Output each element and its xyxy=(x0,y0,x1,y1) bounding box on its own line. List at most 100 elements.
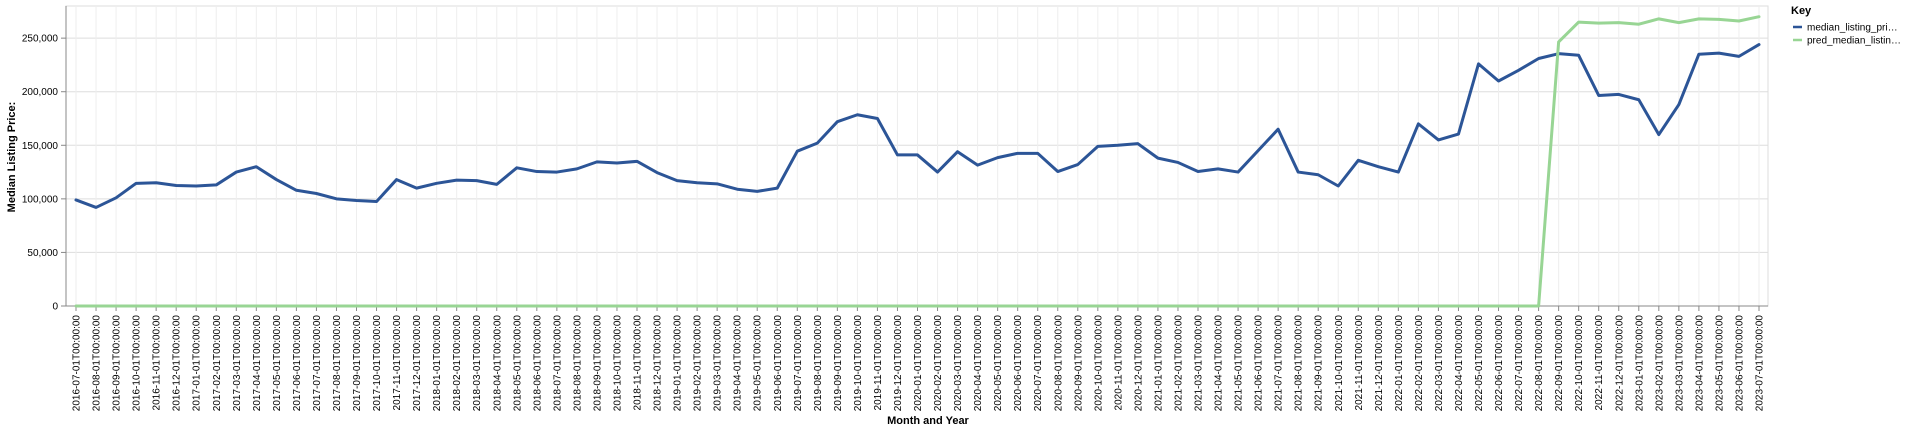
x-tick-label: 2019-03-01T00:00:00 xyxy=(713,315,724,412)
gridlines xyxy=(65,5,1769,307)
x-tick-label: 2018-08-01T00:00:00 xyxy=(572,315,583,412)
y-tick-labels: 0 50,000 100,000 150,000 200,000 250,000 xyxy=(22,34,59,313)
x-tick-label: 2022-06-01T00:00:00 xyxy=(1494,315,1505,412)
series-lines xyxy=(74,15,1761,308)
x-tick-label: 2022-05-01T00:00:00 xyxy=(1474,315,1485,412)
x-tick-label: 2016-11-01T00:00:00 xyxy=(152,315,163,411)
x-tick-label: 2016-07-01T00:00:00 xyxy=(72,315,83,412)
x-tick-label: 2020-06-01T00:00:00 xyxy=(1013,315,1024,412)
x-tick-label: 2020-09-01T00:00:00 xyxy=(1073,315,1084,412)
x-tick-label: 2022-11-01T00:00:00 xyxy=(1594,315,1605,411)
x-tick-label: 2018-10-01T00:00:00 xyxy=(612,315,623,412)
x-tick-label: 2018-12-01T00:00:00 xyxy=(653,315,664,412)
x-tick-label: 2020-11-01T00:00:00 xyxy=(1113,315,1124,411)
x-tick-label: 2021-02-01T00:00:00 xyxy=(1173,315,1184,412)
x-tick-label: 2017-06-01T00:00:00 xyxy=(292,315,303,412)
x-tick-label: 2018-05-01T00:00:00 xyxy=(512,315,523,412)
x-tick-label: 2017-09-01T00:00:00 xyxy=(352,315,363,412)
legend-title: Key xyxy=(1791,5,1812,17)
y-tick-label: 0 xyxy=(52,302,58,313)
x-tick-label: 2022-08-01T00:00:00 xyxy=(1534,315,1545,412)
x-tick-labels: 2016-07-01T00:00:00 2016-08-01T00:00:00 20… xyxy=(72,315,1766,412)
y-tick-label: 200,000 xyxy=(22,87,59,98)
x-tick-label: 2021-01-01T00:00:00 xyxy=(1153,315,1164,412)
x-tick-label: 2016-10-01T00:00:00 xyxy=(132,315,143,412)
x-tick-label: 2022-07-01T00:00:00 xyxy=(1514,315,1525,412)
x-tick-label: 2023-06-01T00:00:00 xyxy=(1734,315,1745,412)
legend-items: median_listing_pri… pred_median_listin… xyxy=(1793,23,1901,47)
x-tick-label: 2021-04-01T00:00:00 xyxy=(1214,315,1225,412)
y-tick-label: 50,000 xyxy=(27,248,58,259)
x-tick-label: 2021-07-01T00:00:00 xyxy=(1274,315,1285,412)
legend-label-1: median_listing_pri… xyxy=(1807,23,1898,34)
x-tick-label: 2019-06-01T00:00:00 xyxy=(773,315,784,412)
x-tick-label: 2022-09-01T00:00:00 xyxy=(1554,315,1565,412)
x-tick-label: 2021-10-01T00:00:00 xyxy=(1334,315,1345,412)
series-line-2 xyxy=(74,15,1761,308)
x-tick-label: 2021-09-01T00:00:00 xyxy=(1314,315,1325,412)
legend-label-2: pred_median_listin… xyxy=(1807,36,1901,47)
x-tick-label: 2020-08-01T00:00:00 xyxy=(1053,315,1064,412)
y-tick-label: 250,000 xyxy=(22,34,59,45)
legend: Key median_listing_pri… pred_median_listi… xyxy=(1791,5,1901,47)
x-tick-label: 2018-11-01T00:00:00 xyxy=(633,315,644,411)
x-tick-label: 2017-04-01T00:00:00 xyxy=(252,315,263,412)
x-tick-label: 2017-05-01T00:00:00 xyxy=(272,315,283,412)
x-tick-label: 2019-09-01T00:00:00 xyxy=(833,315,844,412)
x-tick-label: 2018-07-01T00:00:00 xyxy=(552,315,563,412)
x-tick-label: 2018-04-01T00:00:00 xyxy=(492,315,503,412)
x-tick-label: 2023-04-01T00:00:00 xyxy=(1694,315,1705,412)
x-tick-label: 2020-10-01T00:00:00 xyxy=(1093,315,1104,412)
x-tick-label: 2019-04-01T00:00:00 xyxy=(733,315,744,412)
x-tick-label: 2020-04-01T00:00:00 xyxy=(973,315,984,412)
x-tick-label: 2020-01-01T00:00:00 xyxy=(913,315,924,412)
x-tick-label: 2020-05-01T00:00:00 xyxy=(993,315,1004,412)
x-tick-label: 2019-12-01T00:00:00 xyxy=(893,315,904,412)
x-tick-label: 2016-08-01T00:00:00 xyxy=(92,315,103,412)
x-tick-label: 2016-12-01T00:00:00 xyxy=(172,315,183,412)
x-tick-label: 2017-12-01T00:00:00 xyxy=(412,315,423,412)
x-tick-label: 2022-03-01T00:00:00 xyxy=(1434,315,1445,412)
x-tick-label: 2020-02-01T00:00:00 xyxy=(933,315,944,412)
x-tick-label: 2023-05-01T00:00:00 xyxy=(1714,315,1725,412)
x-tick-label: 2017-01-01T00:00:00 xyxy=(192,315,203,412)
x-tick-label: 2019-01-01T00:00:00 xyxy=(673,315,684,412)
x-tick-label: 2023-03-01T00:00:00 xyxy=(1674,315,1685,412)
x-tick-label: 2022-02-01T00:00:00 xyxy=(1414,315,1425,412)
x-tick-label: 2018-01-01T00:00:00 xyxy=(432,315,443,412)
x-tick-label: 2023-02-01T00:00:00 xyxy=(1654,315,1665,412)
x-tick-label: 2018-03-01T00:00:00 xyxy=(472,315,483,412)
x-tick-label: 2021-05-01T00:00:00 xyxy=(1234,315,1245,412)
x-tick-label: 2017-07-01T00:00:00 xyxy=(312,315,323,412)
x-tick-label: 2022-01-01T00:00:00 xyxy=(1394,315,1405,412)
x-tick-label: 2017-03-01T00:00:00 xyxy=(232,315,243,412)
x-tick-label: 2018-09-01T00:00:00 xyxy=(592,315,603,412)
x-tick-label: 2021-12-01T00:00:00 xyxy=(1374,315,1385,412)
x-tick-label: 2021-03-01T00:00:00 xyxy=(1194,315,1205,412)
x-tick-label: 2019-02-01T00:00:00 xyxy=(693,315,704,412)
series-line-1 xyxy=(74,43,1761,209)
axes xyxy=(61,6,1768,311)
x-tick-label: 2017-08-01T00:00:00 xyxy=(332,315,343,412)
x-tick-label: 2016-09-01T00:00:00 xyxy=(112,315,123,412)
x-tick-label: 2022-12-01T00:00:00 xyxy=(1614,315,1625,412)
x-tick-label: 2021-11-01T00:00:00 xyxy=(1354,315,1365,411)
x-tick-label: 2021-08-01T00:00:00 xyxy=(1294,315,1305,412)
x-axis-title: Month and Year xyxy=(887,415,969,427)
x-tick-label: 2020-12-01T00:00:00 xyxy=(1133,315,1144,412)
x-tick-label: 2023-07-01T00:00:00 xyxy=(1755,315,1766,412)
x-tick-label: 2021-06-01T00:00:00 xyxy=(1254,315,1265,412)
x-tick-label: 2018-02-01T00:00:00 xyxy=(452,315,463,412)
x-tick-label: 2019-07-01T00:00:00 xyxy=(793,315,804,412)
x-tick-label: 2022-10-01T00:00:00 xyxy=(1574,315,1585,412)
x-tick-label: 2017-11-01T00:00:00 xyxy=(392,315,403,411)
x-tick-label: 2019-10-01T00:00:00 xyxy=(853,315,864,412)
y-tick-label: 150,000 xyxy=(22,141,59,152)
x-tick-label: 2019-08-01T00:00:00 xyxy=(813,315,824,412)
x-tick-label: 2017-02-01T00:00:00 xyxy=(212,315,223,412)
y-axis-title: Median Listing Price: xyxy=(6,102,18,213)
x-tick-label: 2019-05-01T00:00:00 xyxy=(753,315,764,412)
x-tick-label: 2022-04-01T00:00:00 xyxy=(1454,315,1465,412)
